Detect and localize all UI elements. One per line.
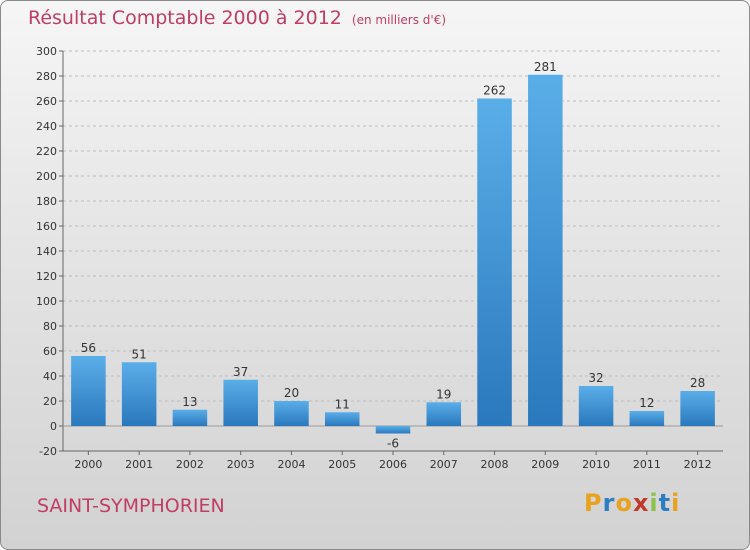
bar [223, 379, 258, 426]
y-tick-label: 100 [36, 295, 57, 308]
y-tick-label: 280 [36, 70, 57, 83]
grid-lines [63, 50, 723, 452]
y-tick-label: 160 [36, 220, 57, 233]
x-tick-label: 2010 [582, 458, 610, 471]
labels: -200204060801001201401601802002202402602… [36, 45, 712, 471]
bar [121, 362, 157, 426]
bar [274, 401, 309, 426]
y-tick-label: 120 [36, 270, 57, 283]
data-label: 19 [436, 387, 451, 401]
data-label: 20 [284, 386, 299, 400]
y-tick-label: -20 [39, 445, 57, 458]
y-tick-label: 80 [43, 320, 57, 333]
bar [578, 386, 614, 426]
y-tick-label: 180 [36, 195, 57, 208]
x-tick-label: 2002 [176, 458, 204, 471]
data-label: -6 [387, 437, 399, 451]
data-label: 12 [639, 396, 654, 410]
logo-letter: o [615, 489, 633, 517]
data-label: 262 [483, 84, 506, 98]
bar [324, 412, 360, 426]
place-name: SAINT-SYMPHORIEN [37, 495, 225, 517]
data-label: 13 [182, 395, 197, 409]
data-label: 32 [588, 371, 603, 385]
y-tick-label: 200 [36, 170, 57, 183]
y-tick-label: 40 [43, 370, 57, 383]
y-tick-label: 260 [36, 95, 57, 108]
y-tick-label: 240 [36, 120, 57, 133]
logo-letter: P [584, 489, 603, 517]
x-tick-label: 2007 [430, 458, 458, 471]
x-tick-label: 2008 [481, 458, 509, 471]
chart-title: Résultat Comptable 2000 à 2012 (en millie… [28, 7, 446, 29]
bar [629, 411, 665, 426]
y-tick-label: 140 [36, 245, 57, 258]
chart-title-text: Résultat Comptable 2000 à 2012 [28, 7, 342, 29]
y-tick-label: 60 [43, 345, 57, 358]
bar [528, 74, 563, 426]
data-label: 11 [335, 397, 350, 411]
bar [71, 356, 106, 426]
x-tick-label: 2000 [74, 458, 102, 471]
x-tick-label: 2011 [633, 458, 661, 471]
data-label: 37 [233, 365, 248, 379]
x-tick-label: 2005 [328, 458, 356, 471]
bar [426, 402, 462, 426]
x-tick-label: 2006 [379, 458, 407, 471]
logo-letter: i [649, 489, 659, 517]
proxiti-logo: Proxiti [584, 489, 680, 517]
logo-letter: i [671, 489, 681, 517]
bars [71, 74, 715, 434]
logo-letter: x [632, 489, 650, 517]
bar [680, 391, 715, 426]
logo-letter: t [658, 489, 672, 517]
data-label: 28 [690, 376, 705, 390]
y-tick-label: 20 [43, 395, 57, 408]
x-tick-label: 2012 [684, 458, 712, 471]
x-tick-label: 2003 [227, 458, 255, 471]
x-tick-label: 2009 [531, 458, 559, 471]
chart-unit: (en milliers d'€) [351, 13, 447, 27]
y-tick-label: 300 [36, 45, 57, 58]
axes [59, 50, 723, 455]
y-tick-label: 220 [36, 145, 57, 158]
x-tick-label: 2004 [277, 458, 305, 471]
bar [477, 98, 512, 426]
logo-letter: r [602, 489, 616, 517]
y-tick-label: 0 [50, 420, 57, 433]
bar [375, 426, 411, 434]
data-label: 56 [81, 341, 96, 355]
x-tick-label: 2001 [125, 458, 153, 471]
bar [172, 409, 208, 426]
data-label: 51 [132, 347, 147, 361]
data-label: 281 [534, 60, 557, 74]
